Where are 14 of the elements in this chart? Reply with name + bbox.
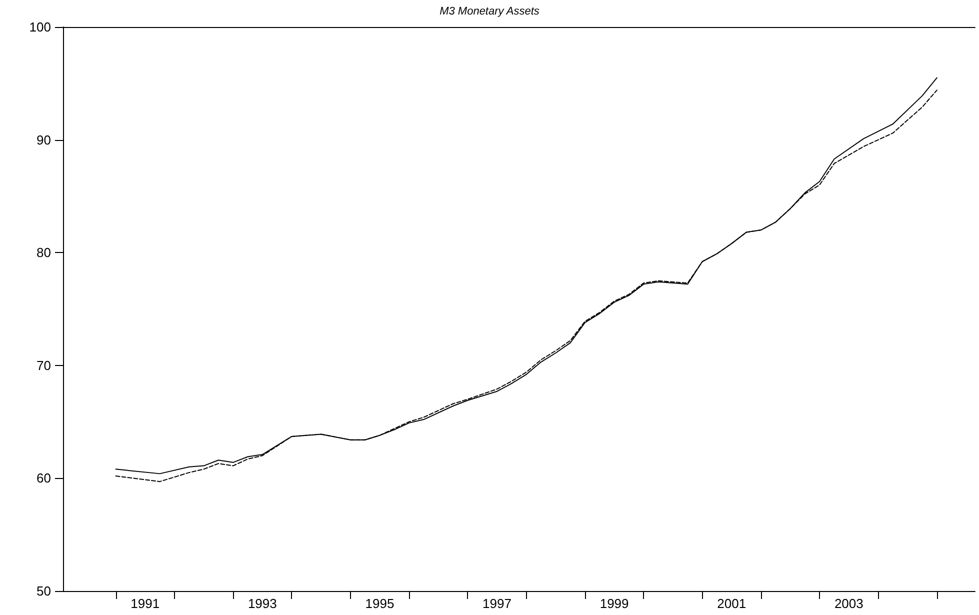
chart-title: M3 Monetary Assets xyxy=(440,6,540,18)
y-tick-label: 50 xyxy=(36,584,51,598)
x-tick-label: 1999 xyxy=(600,596,629,611)
y-tick-label: 100 xyxy=(29,20,51,34)
y-tick-label: 90 xyxy=(36,132,51,148)
x-tick-label: 1991 xyxy=(130,596,160,611)
y-tick-label: 60 xyxy=(36,470,51,486)
y-tick-label: 80 xyxy=(36,245,51,260)
x-tick-label: 1997 xyxy=(482,596,512,611)
x-tick-label: 1993 xyxy=(248,596,277,611)
x-tick-label: 2003 xyxy=(834,596,864,611)
y-tick-label: 70 xyxy=(36,358,51,373)
x-tick-label: 1995 xyxy=(365,596,394,611)
x-tick-label: 2001 xyxy=(717,596,746,611)
